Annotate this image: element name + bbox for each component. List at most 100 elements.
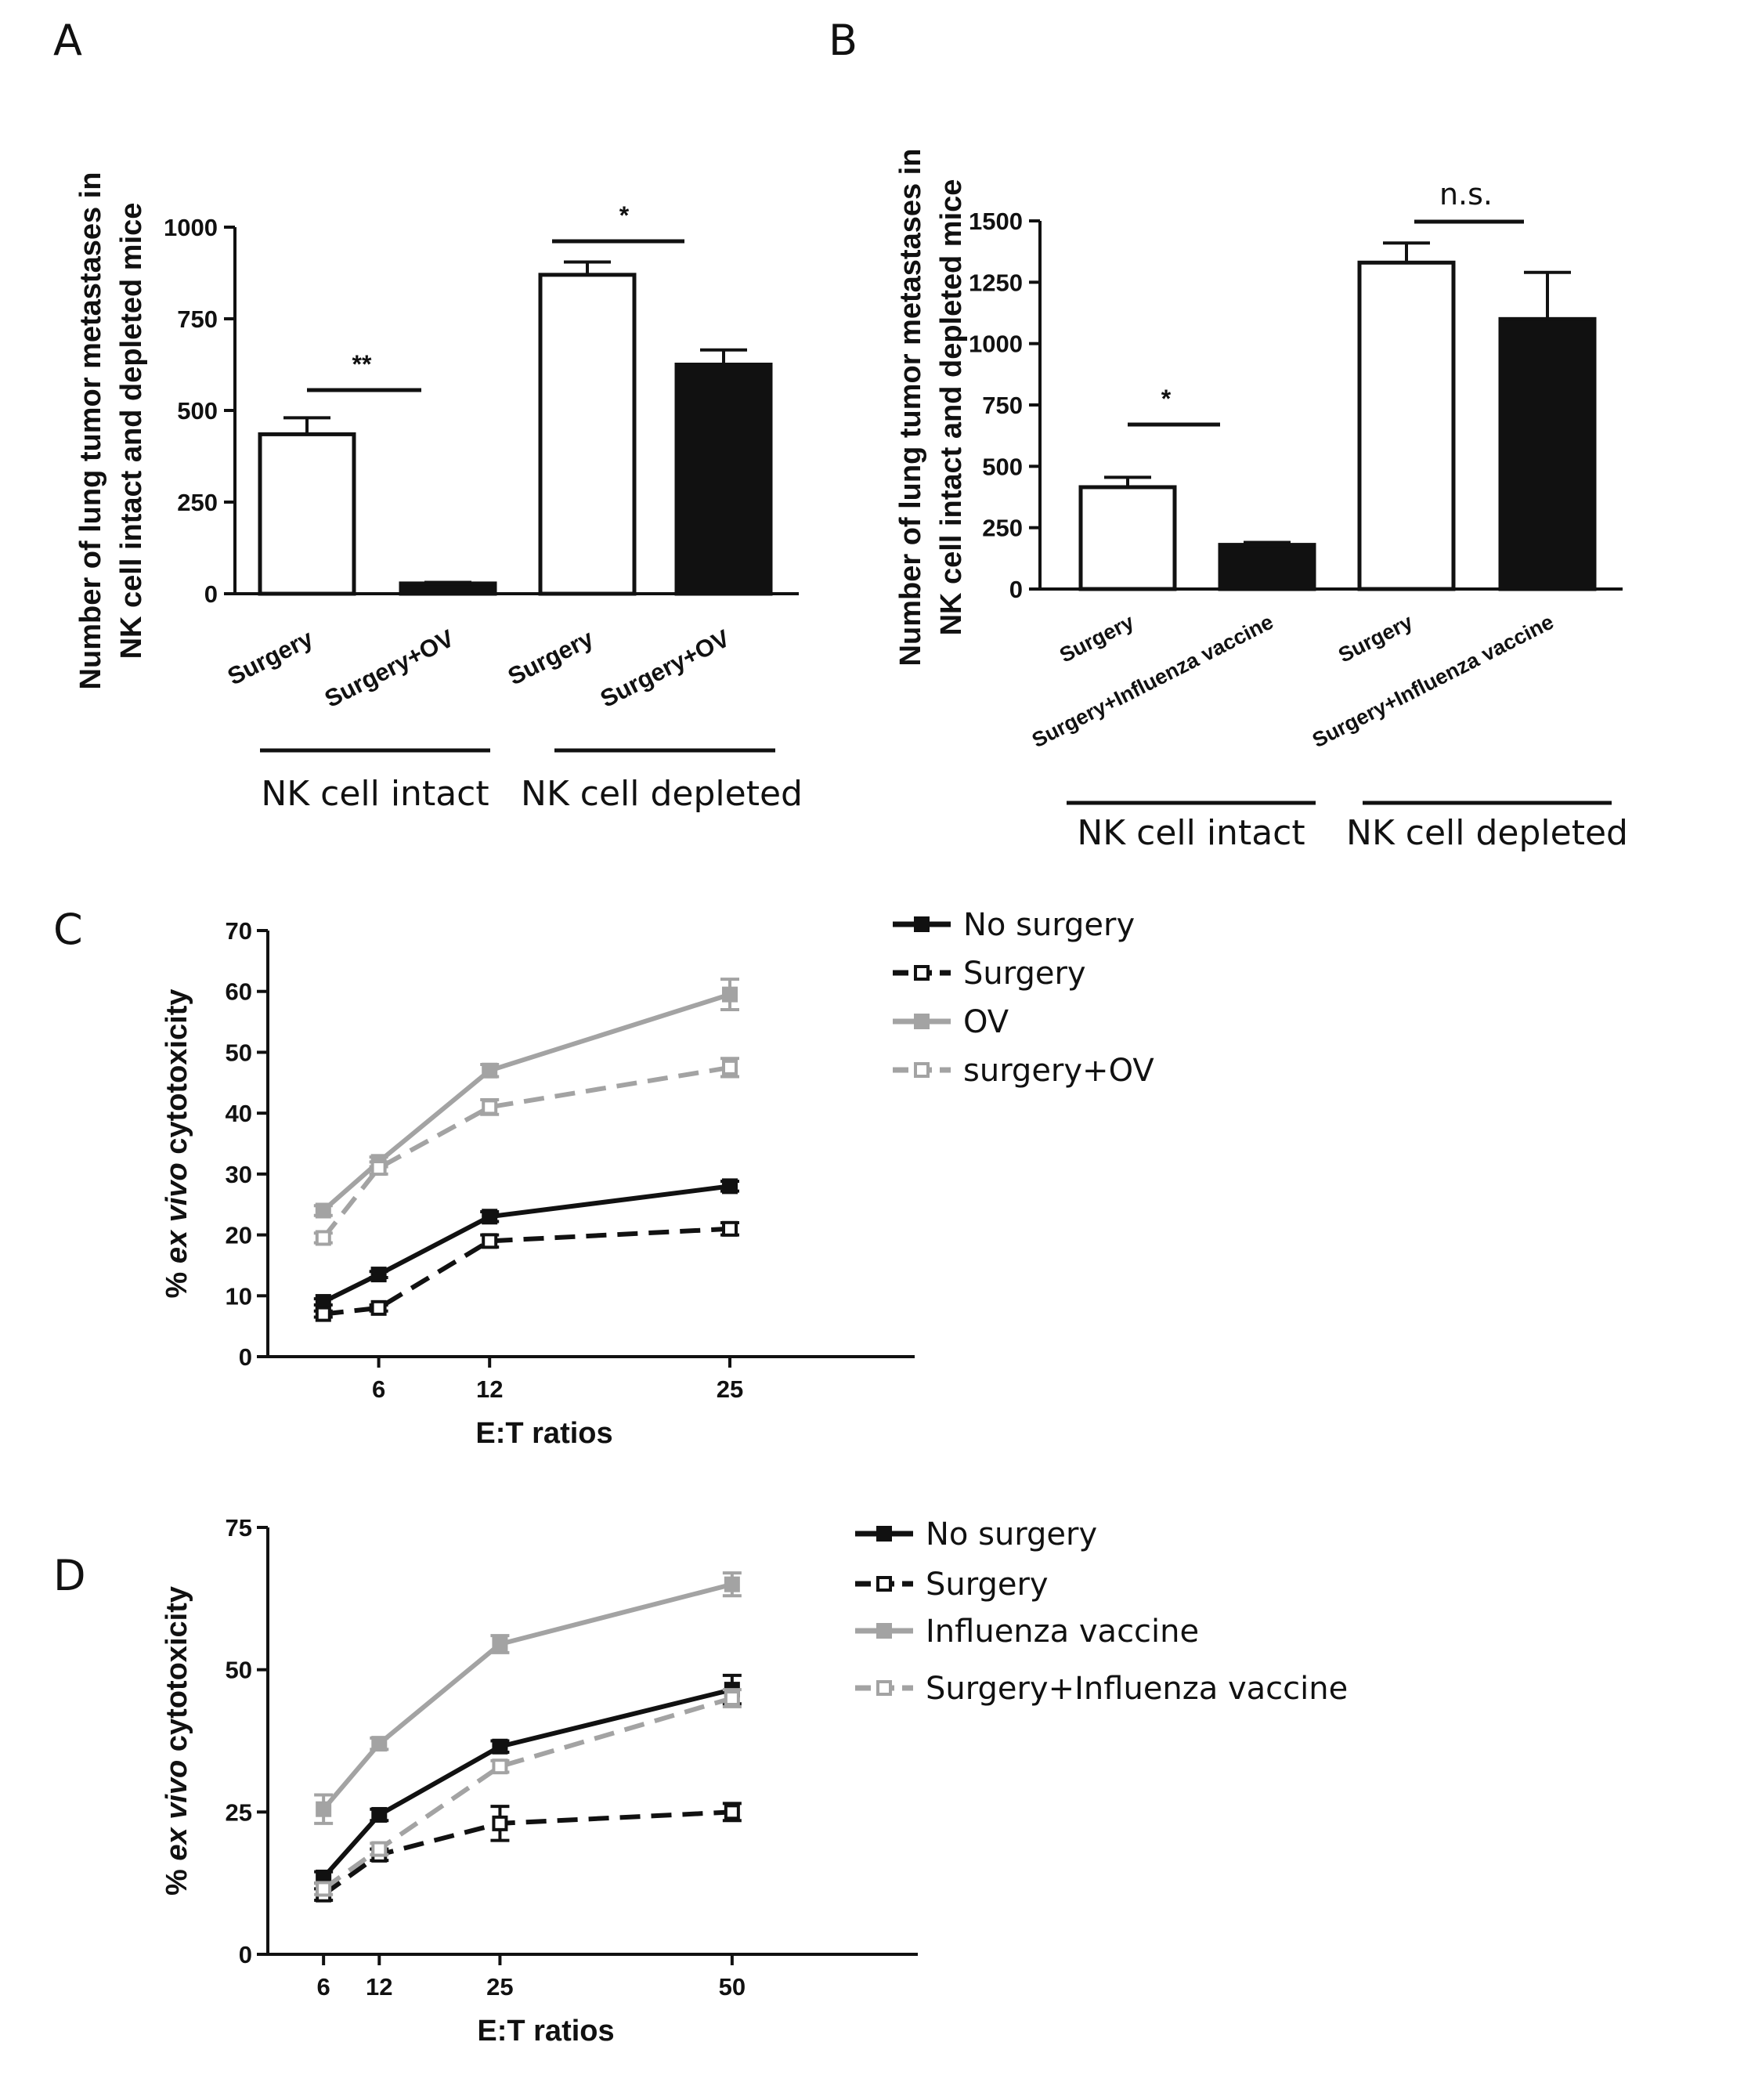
- y-axis-label: Number of lung tumor metastases in NK cel…: [894, 149, 968, 667]
- y-axis-label-line: NK cell intact and depleted mice: [935, 179, 968, 636]
- data-point: [914, 965, 930, 981]
- x-tick-label: 50: [719, 1973, 746, 2001]
- series-line: [321, 1064, 731, 1240]
- x-axis-label: E:T ratios: [475, 1417, 612, 1450]
- x-tick-label: 25: [717, 1375, 743, 1403]
- y-tick-label: 40: [226, 1100, 252, 1127]
- y-tick-label: 0: [239, 1941, 252, 1968]
- category-label: Surgery: [223, 624, 318, 691]
- data-point: [492, 1738, 508, 1755]
- bar: [1218, 543, 1316, 591]
- y-tick-label: 0: [204, 580, 218, 608]
- data-point: [492, 1815, 508, 1831]
- series-line: [322, 1809, 733, 1897]
- series-line: [321, 1687, 733, 1879]
- bar: [674, 363, 773, 596]
- y-tick-label: 1500: [969, 208, 1023, 235]
- legend-label: Surgery: [963, 956, 1086, 992]
- data-point: [876, 1680, 892, 1696]
- data-point: [371, 1841, 388, 1857]
- y-axis-label: Number of lung tumor metastases in NK cel…: [74, 172, 148, 690]
- data-point: [914, 916, 930, 932]
- data-point: [724, 1804, 740, 1820]
- data-point: [482, 1233, 498, 1249]
- data-point: [722, 1178, 738, 1195]
- y-axis-label-suffix: cytotoxicity: [161, 1586, 193, 1760]
- y-tick-label: 500: [177, 397, 218, 425]
- category-label: Surgery+OV: [320, 624, 459, 713]
- y-tick-label: 1000: [164, 214, 218, 241]
- y-axis-label-prefix: %: [161, 1861, 193, 1896]
- category-label: Surgery: [1056, 610, 1138, 667]
- data-point: [370, 1299, 387, 1316]
- x-axis-label: E:T ratios: [477, 2015, 614, 2048]
- y-axis-label-italic: ex vivo: [161, 1162, 193, 1263]
- data-point: [371, 1806, 388, 1823]
- bar: [1078, 485, 1177, 591]
- y-axis-label-prefix: %: [161, 1263, 193, 1298]
- y-tick-label: 750: [177, 305, 218, 333]
- legend-label: No surgery: [963, 907, 1135, 943]
- data-point: [316, 1801, 332, 1817]
- bar: [399, 581, 497, 596]
- y-tick-label: 50: [226, 1657, 252, 1684]
- data-point: [492, 1636, 508, 1652]
- x-tick-label: 12: [366, 1973, 392, 2001]
- bar: [1498, 316, 1597, 591]
- y-tick-label: 25: [226, 1798, 252, 1826]
- data-point: [724, 1576, 740, 1592]
- y-tick-label: 0: [239, 1343, 252, 1371]
- y-axis-label: % ex vivo cytotoxicity: [161, 989, 193, 1299]
- bar: [1357, 260, 1456, 591]
- legend-label: OV: [963, 1004, 1009, 1040]
- data-point: [315, 1230, 331, 1246]
- panel-label-d: D: [53, 1551, 86, 1600]
- data-point: [722, 1220, 738, 1237]
- significance-label: n.s.: [1439, 177, 1493, 211]
- data-point: [492, 1758, 508, 1775]
- legend-label: surgery+OV: [963, 1053, 1154, 1089]
- group-label: NK cell intact: [1077, 813, 1305, 853]
- category-label: Surgery+Influenza vaccine: [1309, 610, 1558, 753]
- y-axis-label-italic: ex vivo: [161, 1760, 193, 1861]
- category-label: Surgery: [1334, 610, 1417, 667]
- bar: [258, 432, 356, 596]
- y-tick-label: 30: [226, 1161, 252, 1188]
- data-point: [914, 1014, 930, 1029]
- data-point: [876, 1576, 892, 1592]
- legend-label: Surgery: [926, 1567, 1049, 1603]
- bar: [538, 273, 637, 596]
- data-point: [370, 1160, 387, 1177]
- data-point: [316, 1881, 332, 1897]
- x-tick-label: 25: [486, 1973, 513, 2001]
- category-label: Surgery+Influenza vaccine: [1028, 610, 1277, 753]
- y-tick-label: 75: [226, 1514, 252, 1542]
- y-tick-label: 750: [982, 392, 1023, 419]
- y-axis-label: % ex vivo cytotoxicity: [161, 1586, 193, 1896]
- y-tick-label: 0: [1009, 576, 1023, 603]
- panel-label-a: A: [53, 16, 82, 65]
- data-point: [876, 1526, 892, 1542]
- data-point: [482, 1209, 498, 1225]
- y-tick-label: 250: [982, 515, 1023, 542]
- panel-a-bar-chart: 0 250 500 750 1000 Number of lung tumor metas…: [74, 172, 803, 814]
- y-tick-label: 1250: [969, 269, 1023, 296]
- data-point: [722, 1059, 738, 1075]
- x-tick-label: 6: [317, 1973, 330, 2001]
- y-axis-label-line: Number of lung tumor metastases in: [74, 172, 107, 690]
- data-point: [482, 1099, 498, 1115]
- series-line: [321, 1581, 733, 1811]
- legend-label: Surgery+Influenza vaccine: [926, 1671, 1348, 1707]
- legend-label: No surgery: [926, 1516, 1097, 1552]
- data-point: [482, 1062, 498, 1079]
- data-point: [315, 1202, 331, 1219]
- series-line: [321, 992, 731, 1213]
- data-point: [724, 1690, 740, 1706]
- data-point: [370, 1267, 387, 1283]
- y-axis-label-suffix: cytotoxicity: [161, 989, 193, 1163]
- y-tick-label: 500: [982, 453, 1023, 480]
